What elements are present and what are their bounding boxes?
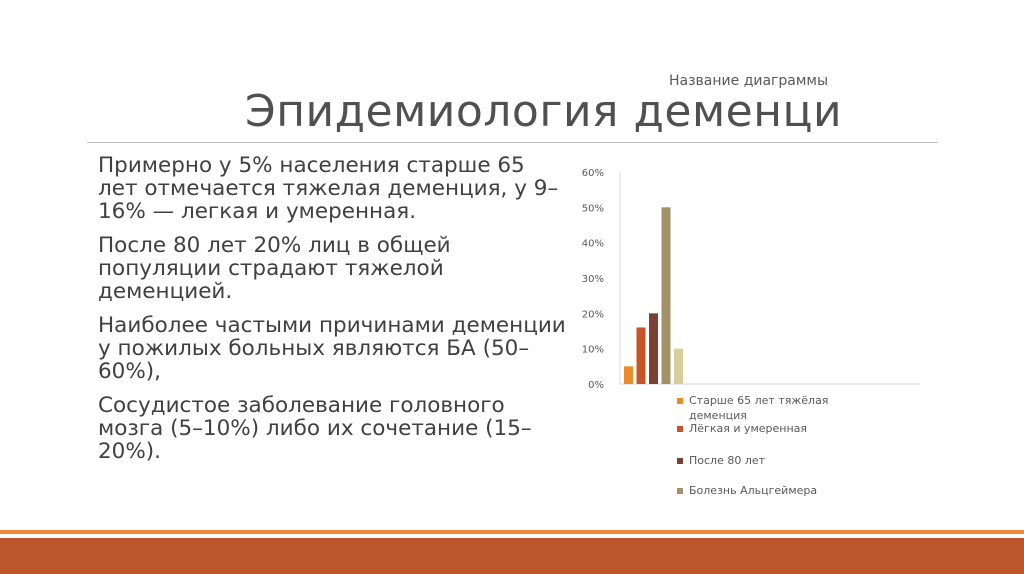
title-divider	[87, 142, 938, 143]
y-tick-label: 60%	[582, 168, 604, 179]
y-tick-label: 20%	[582, 309, 604, 320]
legend-swatch	[677, 488, 683, 494]
footer-bar	[0, 538, 1024, 574]
body-paragraph: Сосудистое заболевание головного мозга (…	[98, 393, 532, 464]
legend-swatch	[677, 426, 683, 432]
body-paragraph: Примерно у 5% населения старше 65 лет от…	[98, 153, 559, 224]
legend-label: Лёгкая и умеренная	[689, 422, 807, 435]
legend-label: Старше 65 лет тяжёлая деменция	[689, 394, 828, 422]
legend-swatch	[677, 398, 683, 404]
y-tick-label: 10%	[582, 345, 604, 356]
bar-1	[624, 366, 633, 384]
y-tick-label: 0%	[588, 380, 604, 391]
slide-title: Эпидемиология деменци	[245, 86, 843, 137]
y-tick-label: 50%	[582, 203, 604, 214]
y-tick-label: 30%	[582, 274, 604, 285]
footer-accent-line	[0, 530, 1024, 534]
legend-label: Болезнь Альцгеймера	[689, 484, 817, 497]
bar-5	[674, 348, 683, 384]
bar-2	[636, 327, 646, 384]
chart-canvas: 0% 10% 20% 30% 40% 50% 60% Старше 65 лет тяжёла…	[582, 168, 920, 497]
body-paragraph: Наиболее частыми причинами деменции у по…	[98, 313, 566, 384]
body-paragraph: После 80 лет 20% лиц в общей популяции с…	[98, 233, 451, 304]
bar-4	[661, 207, 671, 384]
legend-label: После 80 лет	[689, 454, 766, 467]
y-tick-label: 40%	[582, 239, 604, 250]
chart-title: Название диаграммы	[669, 73, 829, 89]
legend-swatch	[677, 458, 683, 464]
dementia-chart: 0% 10% 20% 30% 40% 50% 60% Старше 65 лет тяжёла…	[560, 160, 960, 510]
bar-3	[649, 313, 658, 384]
slide-body: Примерно у 5% населения старше 65 лет от…	[98, 154, 568, 474]
